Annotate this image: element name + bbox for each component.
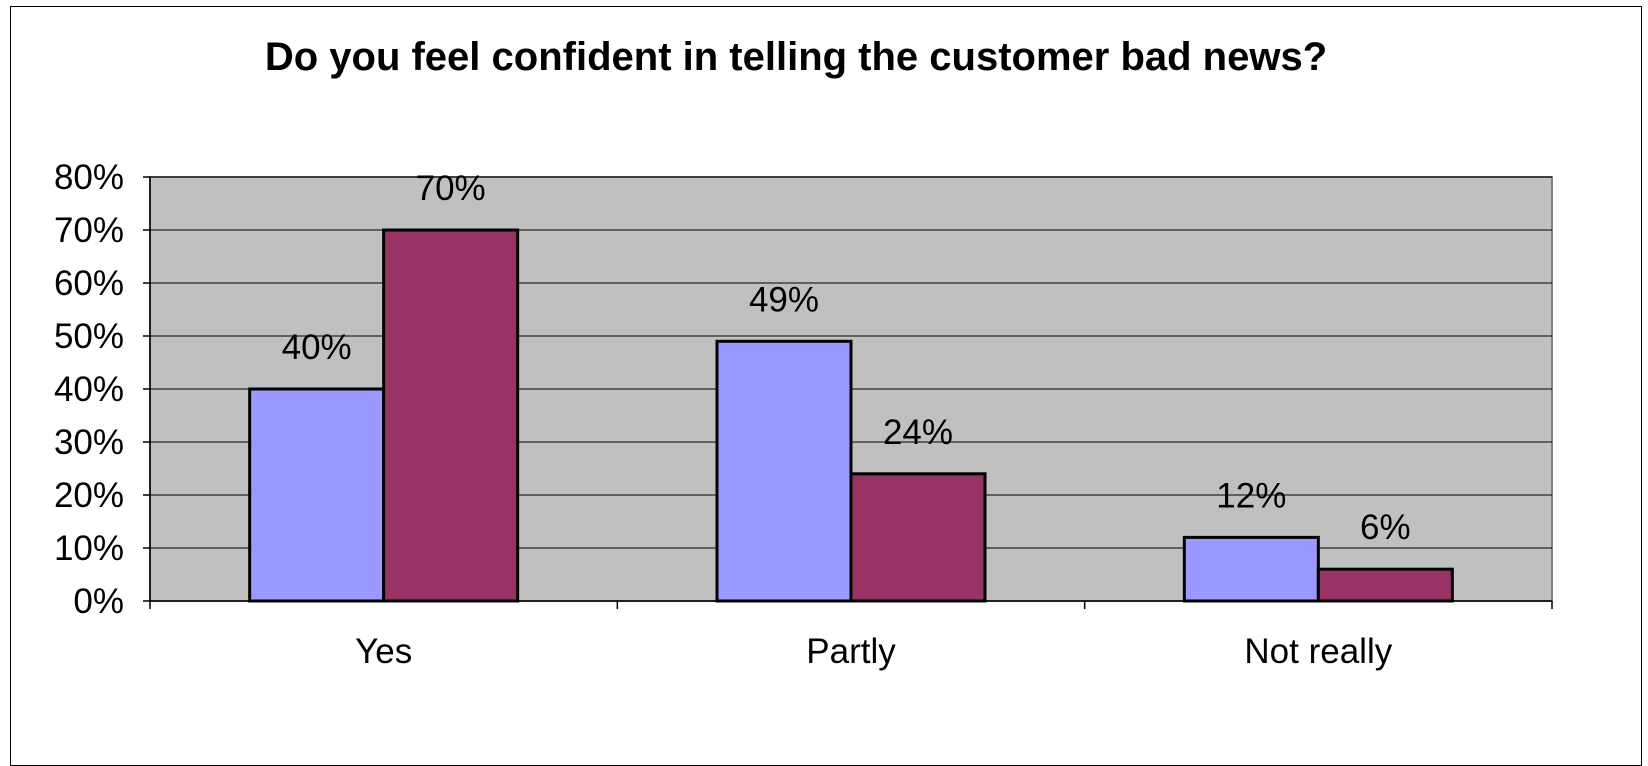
bar <box>382 228 520 603</box>
chart-title: Do you feel confident in telling the cus… <box>265 35 1327 79</box>
y-axis: 0% 10% 20% 30% 40% 50% 60% 70% 80% <box>54 158 151 621</box>
y-tick-label: 10% <box>54 529 124 568</box>
data-label: 49% <box>749 280 819 319</box>
data-label: 6% <box>1360 508 1411 547</box>
y-tick-label: 70% <box>54 211 124 250</box>
x-tick-label: Partly <box>806 632 896 671</box>
bar <box>248 387 386 603</box>
bar <box>1316 567 1454 603</box>
data-label: 70% <box>416 169 486 208</box>
bar <box>849 472 987 603</box>
y-tick-label: 40% <box>54 370 124 409</box>
y-tick-label: 20% <box>54 476 124 515</box>
y-tick-label: 80% <box>54 158 124 197</box>
x-tick-label: Not really <box>1244 632 1392 671</box>
bars <box>248 228 1454 603</box>
y-tick-label: 30% <box>54 423 124 462</box>
y-tick-label: 0% <box>73 582 124 621</box>
y-tick-label: 60% <box>54 264 124 303</box>
data-labels: 40% 70% 49% 24% 12% 6% <box>282 169 1411 547</box>
x-tick-label: Yes <box>355 632 412 671</box>
data-label: 12% <box>1216 476 1286 515</box>
data-label: 24% <box>883 413 953 452</box>
y-tick-label: 50% <box>54 317 124 356</box>
bar <box>715 339 853 603</box>
bar <box>1182 535 1320 603</box>
data-label: 40% <box>282 328 352 367</box>
x-axis: Yes Partly Not really <box>149 600 1553 671</box>
